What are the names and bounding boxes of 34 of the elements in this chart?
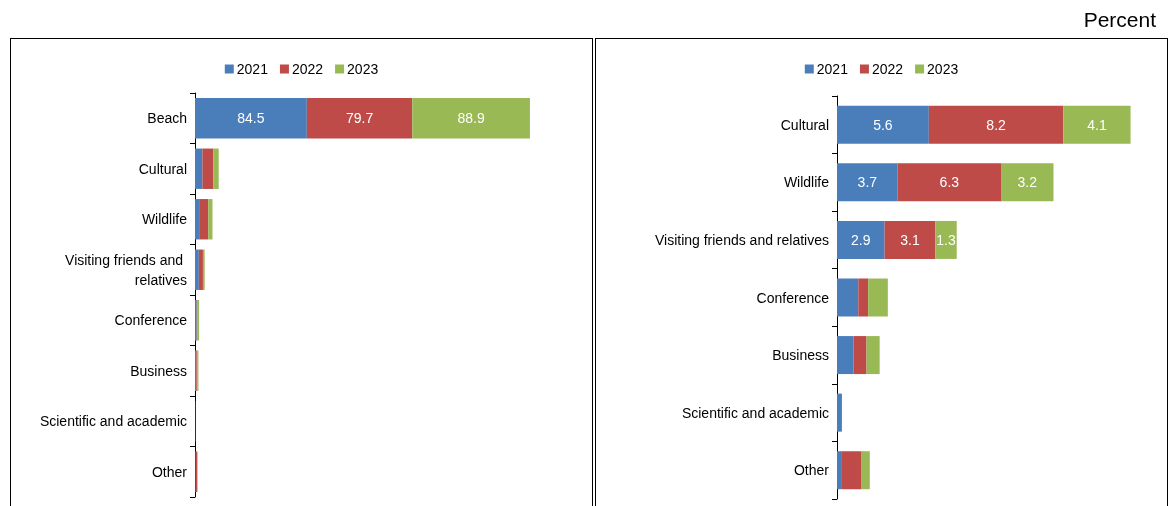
y-tick-label: Visiting friends and relatives	[65, 251, 187, 288]
data-label: 3.1	[900, 231, 920, 248]
data-label: 2.9	[851, 231, 871, 248]
legend-label: 2023	[347, 61, 379, 77]
y-tick-label: Scientific and academic	[681, 404, 829, 421]
legend-label: 2023	[927, 61, 959, 77]
data-label: 5.6	[873, 116, 893, 133]
data-label: 3.2	[1017, 174, 1038, 191]
legend-label: 2022	[871, 61, 904, 77]
legend-label: 2022	[291, 61, 324, 77]
data-label: 1.3	[936, 231, 956, 248]
y-tick-label: Other	[793, 462, 830, 479]
data-label: 6.3	[939, 174, 960, 191]
y-tick-label: Scientific and academic	[39, 413, 187, 430]
y-tick-label: Other	[151, 463, 188, 480]
y-tick-label: Wildlife	[783, 174, 830, 191]
data-label: 3.7	[857, 174, 878, 191]
legend-label: 2021	[816, 61, 849, 77]
y-tick-label: Cultural	[780, 116, 829, 133]
legend-label: 2021	[236, 61, 269, 77]
data-label: 88.9	[457, 110, 485, 127]
y-tick-label: Conference	[756, 289, 830, 306]
y-tick-label: Business	[772, 347, 829, 364]
data-label: 79.7	[345, 110, 374, 127]
y-tick-label: Wildlife	[141, 211, 188, 228]
y-tick-label: Visiting friends and relatives	[654, 231, 829, 248]
data-label: 84.5	[237, 110, 265, 127]
data-label: 8.2	[986, 116, 1007, 133]
y-tick-label: Cultural	[138, 160, 187, 177]
text: Percent	[1083, 8, 1156, 32]
data-label: 4.1	[1087, 116, 1107, 133]
y-tick-label: Conference	[114, 312, 188, 329]
y-tick-label: Business	[130, 362, 187, 379]
y-tick-label: Beach	[147, 110, 187, 127]
